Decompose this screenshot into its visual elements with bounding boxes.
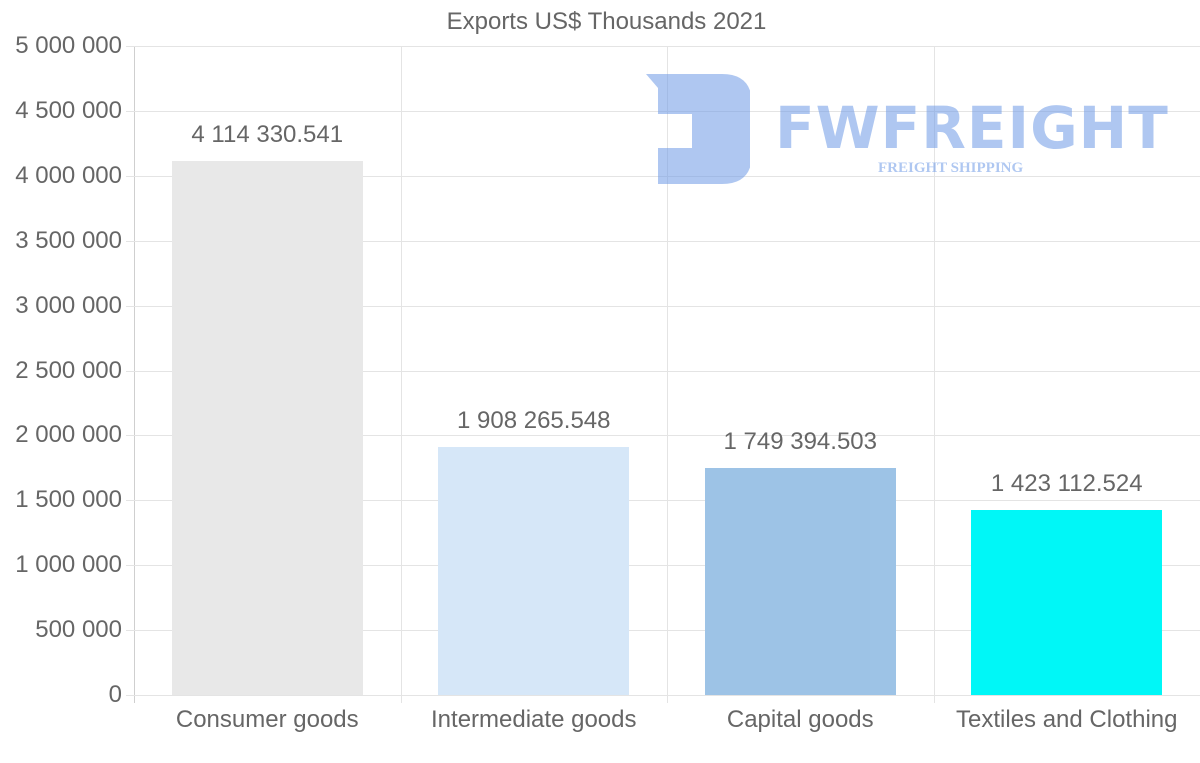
y-tick-label: 4 500 000 — [15, 96, 122, 124]
x-tick-label: Textiles and Clothing — [956, 706, 1178, 733]
gridline-horizontal — [126, 240, 1200, 242]
gridline-horizontal — [126, 370, 1200, 372]
bar-value-label: 1 908 265.548 — [457, 407, 611, 435]
gridline-horizontal — [126, 110, 1200, 112]
gridline-horizontal — [126, 630, 1200, 632]
gridline-horizontal — [126, 500, 1200, 502]
bar-intermediate-goods[interactable] — [438, 447, 630, 695]
y-tick-label: 2 500 000 — [15, 356, 122, 384]
plot-area: 4 114 330.541 1 908 265.548 1 749 394.503 1… — [126, 46, 1200, 703]
y-tick-label: 3 500 000 — [15, 226, 122, 254]
y-tick-label: 5 000 000 — [15, 32, 122, 59]
bar-value-label: 4 114 330.541 — [191, 120, 344, 148]
gridline-horizontal — [126, 305, 1200, 307]
gridline-vertical — [400, 46, 402, 703]
y-axis-line — [134, 46, 135, 703]
bar-value-label: 1 423 112.524 — [990, 470, 1143, 498]
y-tick-label: 2 000 000 — [15, 421, 122, 449]
y-tick-label: 1 500 000 — [15, 486, 122, 514]
bar-capital-goods[interactable] — [704, 467, 896, 695]
gridline-horizontal — [126, 46, 1200, 47]
bar-value-label: 1 749 394.503 — [723, 427, 877, 455]
gridline-vertical — [667, 46, 668, 703]
y-tick-label: 500 000 — [35, 616, 122, 644]
y-tick-label: 4 000 000 — [15, 161, 122, 189]
gridline-horizontal — [126, 435, 1200, 437]
y-tick-label: 0 — [108, 681, 122, 708]
x-tick-label: Capital goods — [726, 706, 874, 733]
bar-textiles-and-clothing[interactable] — [971, 510, 1163, 695]
gridline-vertical — [933, 46, 935, 703]
gridline-horizontal — [126, 565, 1200, 567]
x-tick-label: Intermediate goods — [431, 706, 637, 733]
bar-consumer-goods[interactable] — [171, 160, 363, 695]
y-tick-label: 1 000 000 — [15, 551, 122, 579]
gridline-horizontal — [126, 695, 1200, 696]
x-tick-label: Consumer goods — [175, 706, 359, 733]
chart-title: Exports US$ Thousands 2021 — [446, 8, 767, 35]
y-tick-label: 3 000 000 — [15, 291, 122, 319]
